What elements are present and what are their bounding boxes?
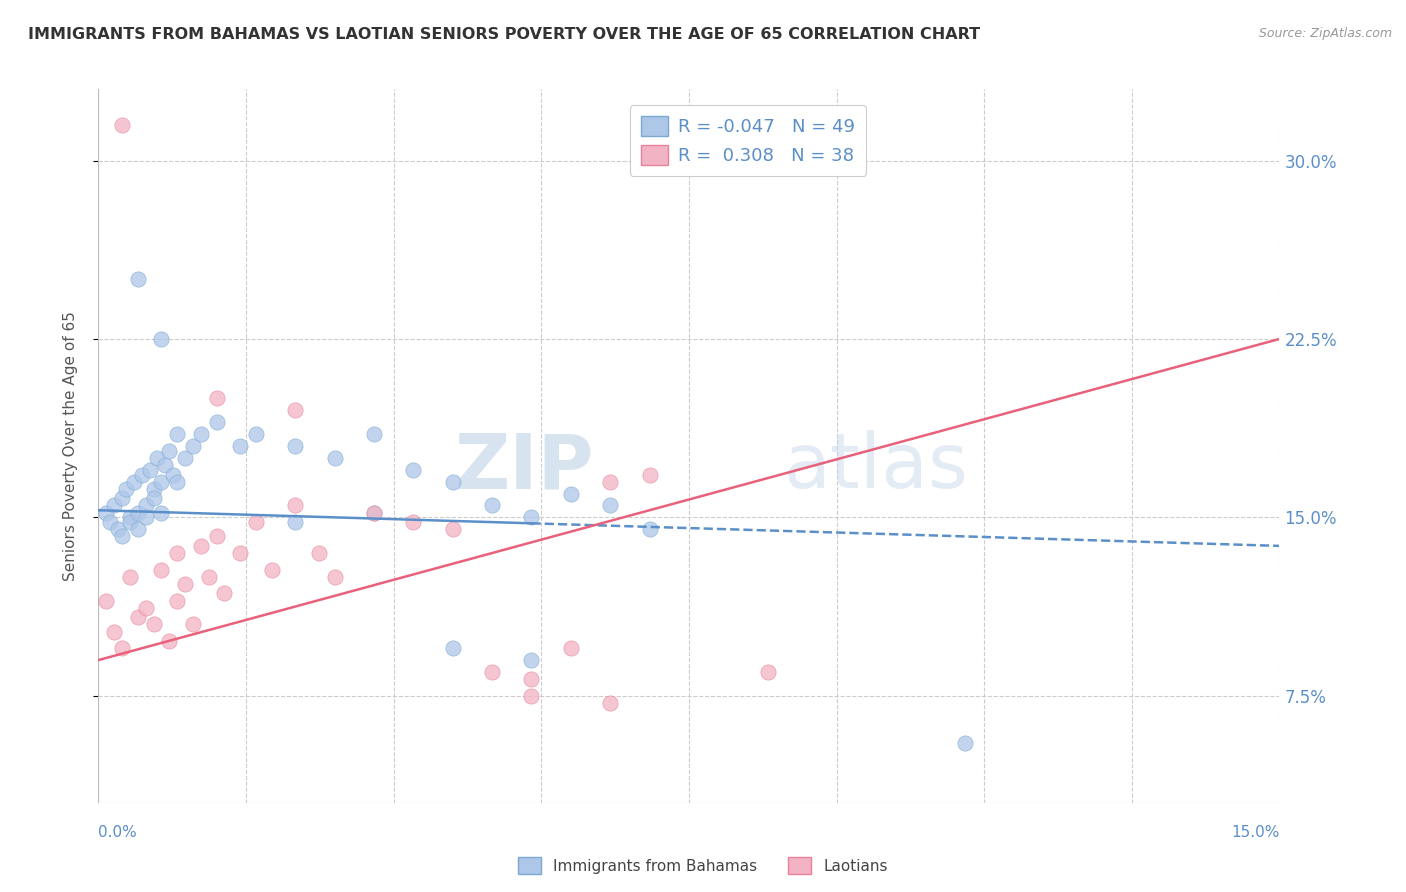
- Point: [146, 450, 169, 465]
- Point: [560, 486, 582, 500]
- Point: [229, 439, 252, 453]
- Point: [205, 529, 228, 543]
- Point: [284, 439, 307, 453]
- Point: [197, 570, 219, 584]
- Point: [599, 696, 621, 710]
- Point: [260, 563, 283, 577]
- Point: [190, 427, 212, 442]
- Point: [127, 506, 149, 520]
- Point: [284, 515, 307, 529]
- Point: [181, 439, 204, 453]
- Text: ZIP: ZIP: [456, 431, 595, 504]
- Point: [205, 415, 228, 429]
- Point: [157, 443, 180, 458]
- Point: [115, 482, 138, 496]
- Point: [166, 475, 188, 489]
- Point: [402, 515, 425, 529]
- Text: IMMIGRANTS FROM BAHAMAS VS LAOTIAN SENIORS POVERTY OVER THE AGE OF 65 CORRELATIO: IMMIGRANTS FROM BAHAMAS VS LAOTIAN SENIO…: [28, 27, 980, 42]
- Point: [520, 653, 543, 667]
- Point: [441, 475, 464, 489]
- Point: [481, 665, 503, 679]
- Point: [174, 577, 197, 591]
- Point: [284, 403, 307, 417]
- Point: [214, 586, 236, 600]
- Point: [122, 475, 145, 489]
- Point: [150, 475, 173, 489]
- Point: [127, 522, 149, 536]
- Point: [323, 570, 346, 584]
- Point: [150, 332, 173, 346]
- Point: [441, 522, 464, 536]
- Point: [98, 515, 121, 529]
- Point: [118, 510, 141, 524]
- Point: [150, 506, 173, 520]
- Point: [166, 427, 188, 442]
- Point: [520, 672, 543, 686]
- Point: [181, 617, 204, 632]
- Point: [520, 510, 543, 524]
- Point: [363, 506, 385, 520]
- Point: [402, 463, 425, 477]
- Point: [127, 610, 149, 624]
- Point: [599, 499, 621, 513]
- Point: [796, 142, 818, 156]
- Point: [111, 529, 134, 543]
- Y-axis label: Seniors Poverty Over the Age of 65: Seniors Poverty Over the Age of 65: [63, 311, 77, 581]
- Point: [599, 475, 621, 489]
- Point: [135, 499, 157, 513]
- Point: [245, 515, 267, 529]
- Point: [308, 546, 330, 560]
- Point: [363, 506, 385, 520]
- Point: [142, 482, 165, 496]
- Point: [190, 539, 212, 553]
- Point: [135, 510, 157, 524]
- Legend: Immigrants from Bahamas, Laotians: Immigrants from Bahamas, Laotians: [512, 851, 894, 880]
- Point: [127, 272, 149, 286]
- Point: [162, 467, 184, 482]
- Point: [363, 427, 385, 442]
- Point: [638, 467, 661, 482]
- Point: [118, 570, 141, 584]
- Point: [111, 641, 134, 656]
- Point: [138, 463, 160, 477]
- Point: [441, 641, 464, 656]
- Point: [323, 450, 346, 465]
- Point: [111, 491, 134, 506]
- Text: 15.0%: 15.0%: [1232, 825, 1279, 840]
- Text: atlas: atlas: [783, 431, 969, 504]
- Point: [131, 467, 153, 482]
- Text: Source: ZipAtlas.com: Source: ZipAtlas.com: [1258, 27, 1392, 40]
- Point: [520, 689, 543, 703]
- Point: [953, 736, 976, 750]
- Point: [142, 491, 165, 506]
- Point: [142, 617, 165, 632]
- Point: [150, 563, 173, 577]
- Point: [245, 427, 267, 442]
- Point: [174, 450, 197, 465]
- Point: [638, 522, 661, 536]
- Point: [166, 546, 188, 560]
- Point: [229, 546, 252, 560]
- Point: [111, 118, 134, 132]
- Point: [118, 515, 141, 529]
- Point: [96, 593, 118, 607]
- Point: [166, 593, 188, 607]
- Point: [481, 499, 503, 513]
- Point: [205, 392, 228, 406]
- Point: [103, 499, 125, 513]
- Point: [107, 522, 129, 536]
- Text: 0.0%: 0.0%: [98, 825, 138, 840]
- Point: [560, 641, 582, 656]
- Point: [284, 499, 307, 513]
- Point: [157, 634, 180, 648]
- Legend: R = -0.047   N = 49, R =  0.308   N = 38: R = -0.047 N = 49, R = 0.308 N = 38: [630, 105, 866, 176]
- Point: [135, 600, 157, 615]
- Point: [155, 458, 177, 472]
- Point: [96, 506, 118, 520]
- Point: [103, 624, 125, 639]
- Point: [756, 665, 779, 679]
